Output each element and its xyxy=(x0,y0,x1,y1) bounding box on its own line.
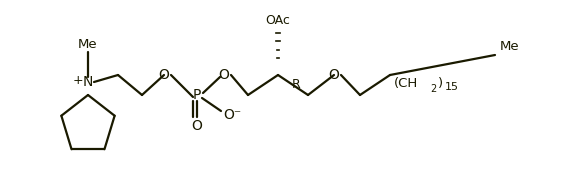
Text: Me: Me xyxy=(500,39,520,53)
Text: (CH: (CH xyxy=(394,76,418,90)
Text: OAc: OAc xyxy=(265,13,290,27)
Text: 2: 2 xyxy=(430,84,436,94)
Text: O: O xyxy=(218,68,230,82)
Text: N: N xyxy=(83,75,93,89)
Text: Me: Me xyxy=(78,39,98,52)
Text: O: O xyxy=(192,119,202,133)
Text: +: + xyxy=(73,73,83,87)
Text: R: R xyxy=(291,79,301,92)
Text: P: P xyxy=(193,88,201,102)
Text: O⁻: O⁻ xyxy=(223,108,241,122)
Text: 15: 15 xyxy=(445,82,459,92)
Text: O: O xyxy=(159,68,170,82)
Text: O: O xyxy=(328,68,340,82)
Text: ): ) xyxy=(438,76,443,90)
